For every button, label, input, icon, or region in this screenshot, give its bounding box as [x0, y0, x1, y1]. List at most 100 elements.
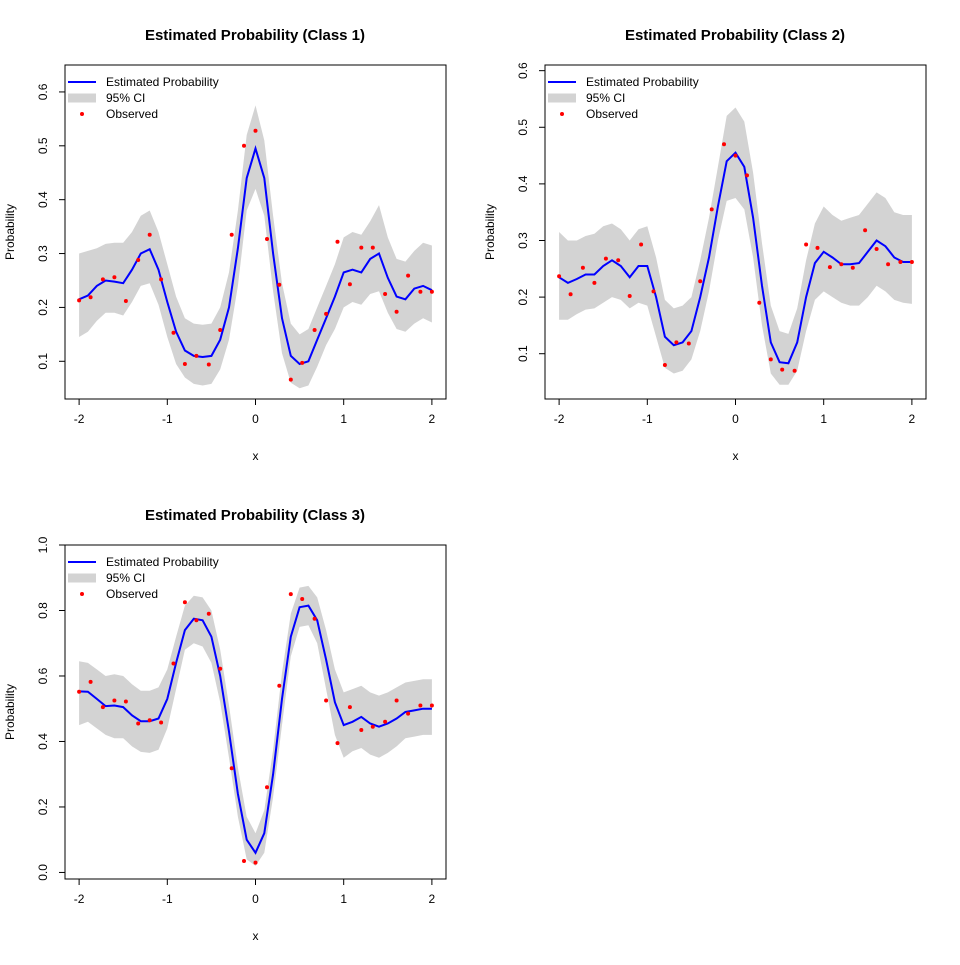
observed-point: [592, 280, 597, 285]
observed-point: [698, 279, 703, 284]
observed-point: [850, 265, 855, 270]
observed-point: [312, 616, 317, 621]
observed-point: [909, 260, 914, 264]
y-tick-label: 0.6: [516, 62, 530, 79]
observed-point: [100, 277, 105, 282]
observed-point: [733, 153, 738, 158]
x-tick-label: 2: [909, 412, 916, 426]
x-tick-label: 2: [429, 892, 436, 906]
legend-ci-label: 95% CI: [106, 91, 145, 105]
y-tick-label: 0.2: [36, 299, 50, 316]
x-tick-label: 1: [340, 892, 347, 906]
observed-point: [370, 245, 375, 250]
observed-point: [288, 592, 293, 597]
legend-ci-label: 95% CI: [106, 571, 145, 585]
observed-point: [347, 282, 352, 287]
observed-point: [300, 360, 305, 365]
observed-point: [277, 683, 282, 688]
y-tick-label: 0.4: [36, 191, 50, 208]
x-tick-label: 1: [820, 412, 827, 426]
y-tick-label: 0.5: [36, 137, 50, 154]
y-tick-label: 0.2: [516, 288, 530, 305]
observed-point: [218, 666, 223, 671]
observed-point: [324, 311, 329, 316]
x-axis-label: x: [253, 449, 259, 463]
observed-point: [383, 292, 388, 296]
observed-point: [229, 232, 234, 237]
legend-observed-swatch: [80, 592, 84, 596]
x-tick-label: -1: [642, 412, 653, 426]
observed-point: [300, 597, 305, 601]
observed-point: [406, 711, 411, 716]
observed-point: [722, 142, 726, 147]
y-tick-label: 0.0: [36, 864, 50, 881]
y-tick-label: 0.6: [36, 667, 50, 684]
observed-point: [580, 265, 585, 270]
observed-point: [100, 705, 105, 710]
observed-point: [429, 289, 434, 294]
observed-point: [394, 698, 399, 703]
observed-point: [863, 228, 868, 233]
observed-point: [639, 242, 644, 247]
y-tick-label: 1.0: [36, 536, 50, 553]
x-tick-label: -1: [162, 412, 173, 426]
ci-band: [79, 105, 432, 389]
y-tick-label: 0.8: [36, 602, 50, 619]
chart-title: Estimated Probability (Class 1): [145, 27, 365, 44]
observed-point: [324, 698, 329, 703]
observed-point: [88, 295, 93, 300]
observed-point: [88, 679, 93, 684]
observed-point: [827, 265, 832, 270]
observed-point: [206, 362, 211, 367]
y-tick-label: 0.2: [36, 798, 50, 815]
observed-point: [335, 741, 340, 746]
observed-point: [603, 256, 608, 261]
observed-point: [627, 294, 632, 298]
observed-point: [312, 328, 317, 332]
observed-point: [418, 703, 423, 708]
observed-point: [159, 277, 164, 282]
observed-point: [182, 600, 187, 605]
x-tick-label: -2: [554, 412, 565, 426]
legend-observed-swatch: [560, 112, 564, 116]
y-tick-label: 0.6: [36, 83, 50, 100]
chart-title: Estimated Probability (Class 3): [145, 507, 365, 524]
x-tick-label: 0: [252, 412, 259, 426]
x-tick-label: 0: [732, 412, 739, 426]
y-axis-label: Probability: [3, 684, 17, 740]
observed-point: [898, 260, 903, 264]
observed-point: [218, 328, 223, 332]
chart-title: Estimated Probability (Class 2): [625, 27, 845, 44]
y-tick-label: 0.3: [516, 232, 530, 249]
observed-point: [874, 247, 879, 251]
x-tick-label: -1: [162, 892, 173, 906]
y-axis-label: Probability: [3, 204, 17, 260]
observed-point: [616, 258, 621, 263]
legend-observed-label: Observed: [106, 587, 158, 601]
ci-band: [79, 585, 432, 866]
observed-point: [265, 785, 269, 790]
observed-point: [171, 661, 176, 666]
observed-point: [242, 143, 246, 148]
legend-observed-label: Observed: [106, 107, 158, 121]
observed-point: [159, 720, 164, 725]
observed-point: [359, 245, 364, 250]
observed-point: [147, 232, 152, 237]
observed-point: [253, 128, 258, 133]
observed-point: [780, 367, 785, 372]
x-tick-label: -2: [74, 412, 85, 426]
observed-point: [112, 275, 117, 280]
legend-ci-label: 95% CI: [586, 91, 625, 105]
x-tick-label: -2: [74, 892, 85, 906]
observed-point: [136, 258, 141, 262]
x-axis-label: x: [733, 449, 739, 463]
observed-point: [383, 719, 388, 724]
legend-estimate-label: Estimated Probability: [106, 75, 219, 89]
observed-point: [768, 357, 773, 362]
y-tick-label: 0.4: [36, 733, 50, 750]
legend-estimate-label: Estimated Probability: [586, 75, 699, 89]
estimate-line: [79, 604, 432, 855]
observed-point: [429, 703, 434, 708]
observed-point: [347, 705, 352, 710]
